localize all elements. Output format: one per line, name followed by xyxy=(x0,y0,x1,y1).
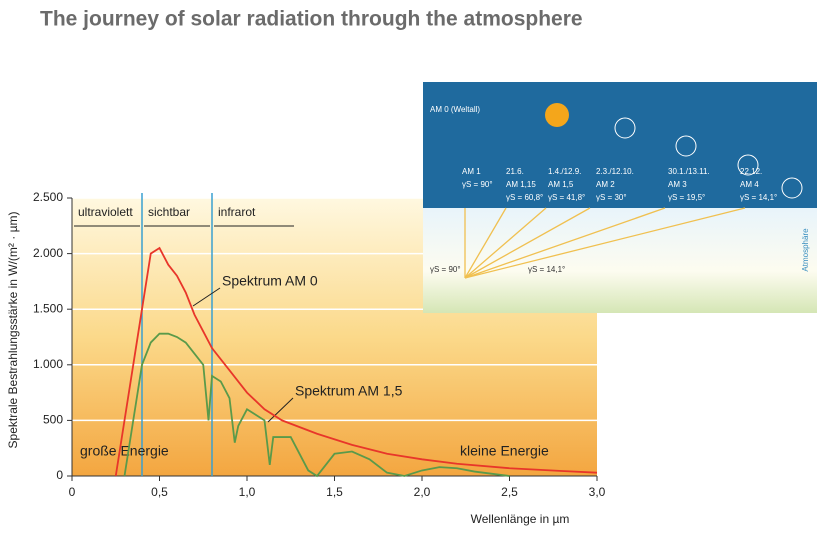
sun-outline xyxy=(614,117,636,139)
inset-date: 2.3./12.10. xyxy=(596,167,634,176)
x-tick-label: 0,5 xyxy=(151,485,168,499)
x-tick-label: 2,0 xyxy=(414,485,431,499)
x-tick-label: 3,0 xyxy=(589,485,606,499)
atmosphere xyxy=(423,208,817,313)
title: The journey of solar radiation through t… xyxy=(40,8,583,31)
inset-am: AM 1,5 xyxy=(548,180,574,189)
inset-angle: γS = 19,5° xyxy=(668,193,705,202)
y-tick-label: 500 xyxy=(43,413,63,427)
y-tick-label: 2.000 xyxy=(33,246,63,260)
series-line xyxy=(123,332,510,478)
pointer xyxy=(267,397,294,423)
inset-am: AM 2 xyxy=(596,180,615,189)
inset-date: 1.4./12.9. xyxy=(548,167,581,176)
inset-am: AM 3 xyxy=(668,180,687,189)
x-tick-label: 0 xyxy=(69,485,76,499)
y-axis-label: Spektrale Bestrahlungsstärke in W/(m² · … xyxy=(6,212,20,449)
pointer xyxy=(192,287,221,307)
x-axis-label: Wellenlänge in µm xyxy=(471,512,570,526)
sun xyxy=(545,103,569,127)
side-label: Atmosphäre xyxy=(801,228,810,272)
y-tick-label: 2.500 xyxy=(33,190,63,204)
inset-am: AM 1,15 xyxy=(506,180,536,189)
inset-am: AM 1 xyxy=(462,167,481,176)
region-label: sichtbar xyxy=(148,205,190,219)
x-tick-label: 1,5 xyxy=(326,485,343,499)
inset-date: 30.1./13.11. xyxy=(668,167,710,176)
y-tick-label: 0 xyxy=(56,468,63,482)
inset-angle: γS = 30° xyxy=(596,193,627,202)
space xyxy=(423,82,817,208)
y-tick-label: 1.500 xyxy=(33,301,63,315)
ground-label: γS = 14,1° xyxy=(528,265,565,274)
sun-outline xyxy=(781,177,803,199)
annotation: Spektrum AM 0 xyxy=(222,273,318,289)
ground-label: γS = 90° xyxy=(430,265,461,274)
sun-outline xyxy=(737,154,759,176)
x-tick-label: 2,5 xyxy=(501,485,518,499)
y-tick-label: 1.000 xyxy=(33,357,63,371)
x-tick-label: 1,0 xyxy=(239,485,256,499)
inset-angle: γS = 90° xyxy=(462,180,493,189)
region-label: ultraviolett xyxy=(78,205,133,219)
inset-angle: γS = 60,8° xyxy=(506,193,543,202)
region-label: infrarot xyxy=(218,205,256,219)
annotation: große Energie xyxy=(80,443,169,459)
rays xyxy=(464,207,746,279)
series-line xyxy=(114,246,598,477)
inset-title: AM 0 (Weltall) xyxy=(430,105,480,114)
inset-angle: γS = 14,1° xyxy=(740,193,777,202)
inset-am: AM 4 xyxy=(740,180,759,189)
annotation: kleine Energie xyxy=(460,443,549,459)
inset-date: 21.6. xyxy=(506,167,524,176)
inset-angle: γS = 41,8° xyxy=(548,193,585,202)
inset: AM 0 (Weltall) Atmosphäre γS = 90° γS = … xyxy=(423,82,817,313)
sun-outline xyxy=(675,135,697,157)
inset-date: 22.12. xyxy=(740,167,762,176)
annotation: Spektrum AM 1,5 xyxy=(295,383,403,399)
